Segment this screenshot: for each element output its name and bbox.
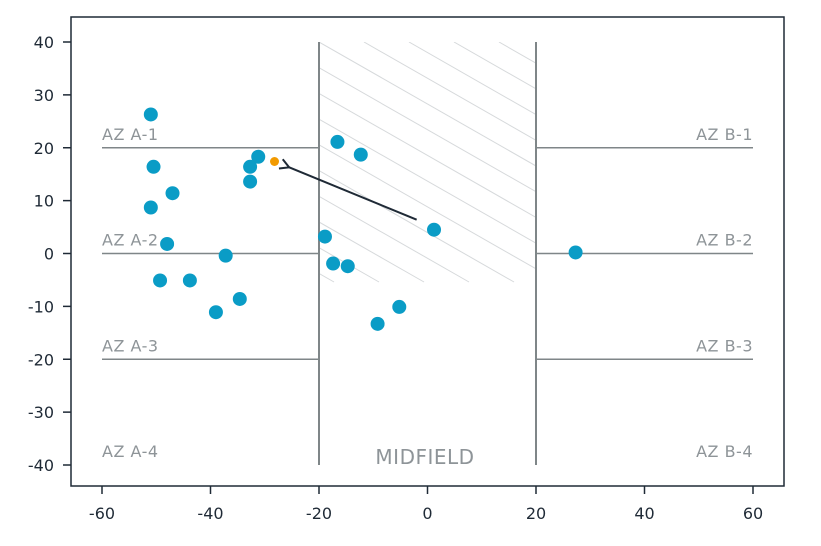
zone-label-b: AZ B-4	[696, 442, 753, 461]
x-tick-label: 20	[526, 504, 546, 523]
data-point	[317, 229, 332, 244]
x-tick-label: -60	[89, 504, 115, 523]
hatch-line	[319, 195, 470, 283]
x-tick-label: -40	[197, 504, 223, 523]
data-point	[182, 273, 197, 288]
data-point	[392, 299, 407, 314]
y-tick-label: -30	[28, 403, 54, 422]
y-tick-label: -40	[28, 456, 54, 475]
zone-label-b: AZ B-2	[696, 231, 753, 250]
zone-layer: AZ A-1 AZ A-2 AZ A-3 AZ A-4 AZ B-1 AZ B-2 AZ B…	[102, 42, 753, 465]
hatch-line	[814, 42, 821, 282]
data-point	[340, 259, 355, 274]
data-point	[568, 245, 583, 260]
hatch-line	[319, 92, 536, 219]
y-tick-label: -20	[28, 350, 54, 369]
hatch-line	[363, 42, 536, 141]
data-point	[143, 200, 158, 215]
data-point	[153, 273, 168, 288]
hatch-line	[319, 247, 380, 283]
x-tick-label: -20	[306, 504, 332, 523]
zone-label-b: AZ B-3	[696, 336, 753, 355]
data-point	[232, 291, 247, 306]
data-point	[218, 248, 233, 263]
y-tick-label: 40	[34, 33, 54, 52]
zone-label-a: AZ A-4	[102, 442, 159, 461]
midfield-label: MIDFIELD	[375, 445, 474, 469]
data-point	[146, 159, 161, 174]
hatch-line	[319, 144, 536, 270]
data-point	[243, 174, 258, 189]
midfield-hatch	[319, 42, 821, 283]
movement-arrow	[289, 167, 418, 221]
y-tick-label: 0	[44, 245, 54, 264]
hatch-line	[319, 42, 536, 167]
hatch-line	[319, 118, 536, 244]
hatch-line	[544, 42, 821, 282]
hatch-line	[453, 42, 536, 90]
data-point	[370, 316, 385, 331]
hatch-line	[408, 42, 536, 116]
data-point	[326, 256, 341, 271]
hatch-line	[498, 42, 536, 64]
x-tick-label: 60	[743, 504, 763, 523]
data-point	[243, 159, 258, 174]
hatch-line	[319, 169, 515, 283]
zone-label-a: AZ A-1	[102, 125, 159, 144]
y-tick-label: 20	[34, 139, 54, 158]
data-point	[251, 149, 266, 164]
data-point	[427, 222, 442, 237]
x-tick-label: 0	[422, 504, 432, 523]
point-layer	[143, 107, 583, 331]
zone-label-b: AZ B-1	[696, 125, 753, 144]
data-point	[353, 147, 368, 162]
hatch-line	[769, 42, 821, 282]
axis-layer: -60 -40 -20 0 20 40 60 -40 -30 -20 -10 0 10 20 30 40	[28, 33, 763, 523]
y-tick-label: -10	[28, 297, 54, 316]
highlight-point	[270, 156, 280, 166]
zone-label-a: AZ A-3	[102, 336, 159, 355]
data-point	[165, 186, 180, 201]
y-tick-label: 10	[34, 192, 54, 211]
hatch-line	[319, 67, 536, 193]
hatch-line	[319, 221, 425, 283]
plot-frame	[70, 16, 785, 487]
data-point	[330, 134, 345, 149]
y-tick-label: 30	[34, 86, 54, 105]
data-point	[208, 305, 223, 320]
x-tick-label: 40	[634, 504, 654, 523]
data-point	[143, 107, 158, 122]
data-point	[160, 236, 175, 251]
zone-label-a: AZ A-2	[102, 231, 159, 250]
arrow-layer	[289, 167, 418, 221]
